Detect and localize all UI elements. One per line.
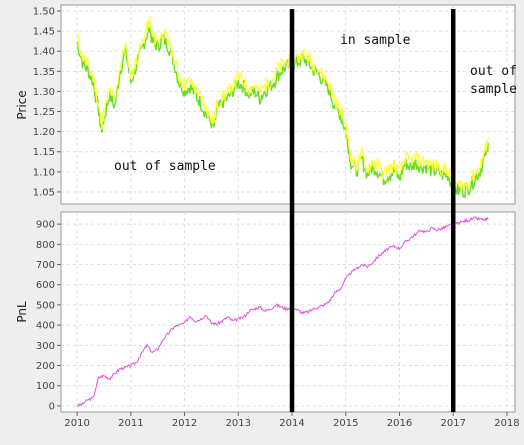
price-y-ticks: 1.05 1.10 1.15 1.20 1.25 1.30 1.35 1.40 1.45 1.50 (33, 7, 61, 198)
out-of-sample-right-label-line2: sample (470, 82, 517, 97)
price-series (76, 15, 489, 199)
price-y-tick-label: 1.35 (33, 67, 55, 78)
pnl-y-tick-label: 700 (36, 260, 55, 271)
pnl-line (77, 216, 489, 407)
price-y-tick-label: 1.20 (33, 127, 55, 138)
price-y-tick-label: 1.30 (33, 87, 55, 98)
x-tick-label: 2016 (387, 418, 412, 429)
price-y-tick-label: 1.05 (33, 187, 55, 198)
price-high-line (76, 15, 489, 193)
pnl-y-tick-label: 900 (36, 220, 55, 231)
price-y-tick-label: 1.45 (33, 27, 55, 38)
out-of-sample-left-label: out of sample (114, 159, 216, 174)
pnl-y-axis-label: PnL (15, 301, 29, 323)
price-y-axis-label: Price (15, 90, 29, 119)
pnl-y-tick-label: 100 (36, 381, 55, 392)
x-tick-label: 2015 (333, 418, 358, 429)
pnl-y-tick-label: 300 (36, 341, 55, 352)
price-y-tick-label: 1.50 (33, 7, 55, 18)
price-y-tick-label: 1.10 (33, 167, 55, 178)
price-y-tick-label: 1.15 (33, 147, 55, 158)
x-tick-label: 2014 (279, 418, 304, 429)
pnl-grid (61, 212, 515, 412)
sample-boundaries (289, 9, 456, 412)
out-of-sample-right-label-line1: out of (470, 64, 517, 79)
pnl-y-tick-label: 800 (36, 240, 55, 251)
pnl-plot-area (60, 211, 516, 413)
x-tick-label: 2012 (172, 418, 197, 429)
x-tick-label: 2017 (440, 418, 465, 429)
pnl-y-ticks: 0 100 200 300 400 500 600 700 800 900 (36, 220, 61, 412)
pnl-y-tick-label: 400 (36, 321, 55, 332)
pnl-y-tick-label: 600 (36, 280, 55, 291)
price-y-tick-label: 1.40 (33, 47, 55, 58)
x-tick-label: 2011 (118, 418, 143, 429)
pnl-series (77, 216, 489, 407)
pnl-y-tick-label: 200 (36, 361, 55, 372)
in-sample-label: in sample (340, 33, 411, 48)
price-y-tick-label: 1.25 (33, 107, 55, 118)
x-axis-ticks: 2010 2011 2012 2013 2014 2015 2016 2017 2018 (64, 412, 520, 429)
price-low-line (76, 21, 489, 199)
pnl-y-tick-label: 500 (36, 300, 55, 311)
pnl-y-tick-label: 0 (49, 401, 55, 412)
x-tick-label: 2018 (494, 418, 519, 429)
x-tick-label: 2010 (64, 418, 89, 429)
x-tick-label: 2013 (226, 418, 251, 429)
